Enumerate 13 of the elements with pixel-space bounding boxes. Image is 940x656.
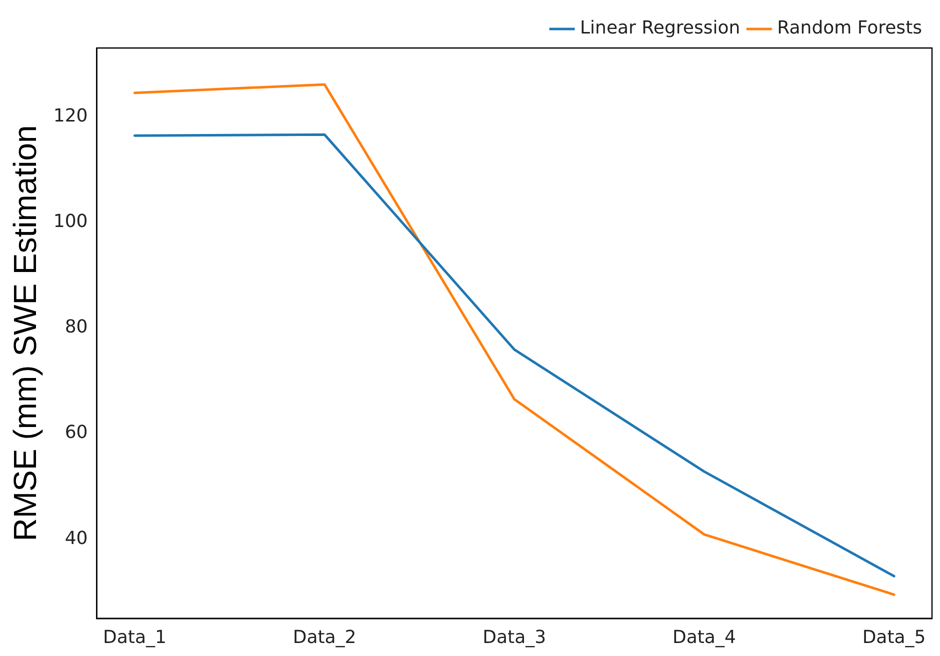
y-axis-title: RMSE (mm) SWE Estimation	[7, 125, 44, 542]
y-tick-label: 60	[64, 422, 88, 444]
x-tick-label: Data_3	[482, 626, 546, 648]
legend-label: Linear Regression	[580, 18, 740, 39]
x-tick-label: Data_2	[292, 626, 356, 648]
y-tick-label: 100	[53, 210, 88, 232]
y-tick-label: 120	[53, 105, 88, 126]
x-tick-label: Data_4	[672, 626, 736, 648]
legend-label: Random Forests	[777, 18, 922, 39]
x-tick-label: Data_1	[103, 626, 166, 648]
y-tick-label: 80	[64, 316, 88, 338]
x-tick-label: Data_5	[862, 626, 926, 648]
y-tick-label: 40	[64, 528, 88, 549]
